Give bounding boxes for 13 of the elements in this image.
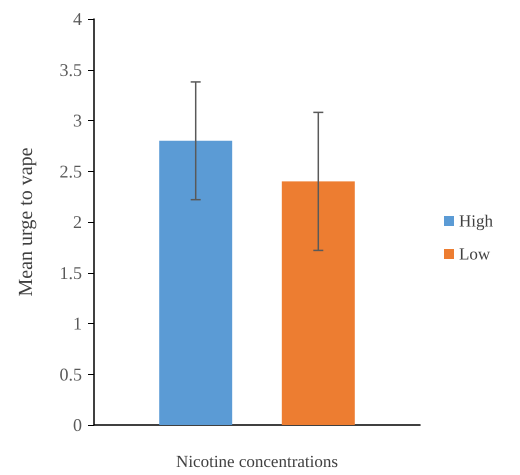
y-tick-label: 4 (73, 9, 82, 29)
y-tick-label: 1.5 (60, 262, 82, 283)
y-tick-label: 3 (73, 110, 82, 130)
y-tick-label: 2 (73, 212, 82, 232)
y-tick-label: 0 (73, 415, 82, 435)
legend-label: Low (459, 244, 491, 264)
y-axis-title: Mean urge to vape (15, 147, 37, 297)
y-tick-label: 1 (73, 314, 82, 334)
legend-label: High (459, 212, 494, 230)
x-axis-title: Nicotine concentrations (176, 452, 338, 471)
y-tick-label: 0.5 (60, 364, 82, 384)
y-tick-label: 2.5 (60, 161, 82, 182)
y-tick-label: 3.5 (60, 60, 82, 80)
